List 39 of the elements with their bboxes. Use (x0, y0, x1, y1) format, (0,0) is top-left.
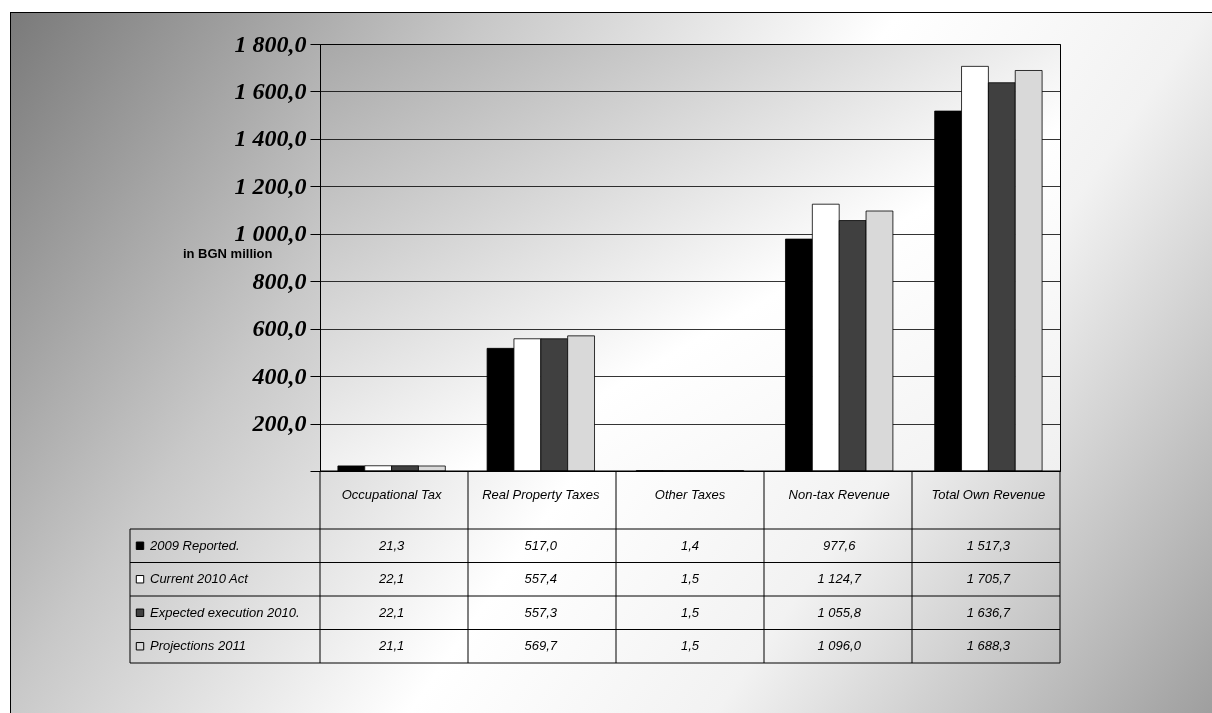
data-label: 21,1 (377, 638, 405, 654)
data-label: 1,4 (680, 537, 700, 553)
data-label: 1 124,7 (817, 571, 862, 587)
data-label: 977,6 (822, 537, 857, 553)
y-tick-label: 800,0 (252, 267, 307, 294)
data-label: 1,5 (680, 571, 700, 587)
data-label: 1 705,7 (966, 571, 1011, 587)
y-tick-label: 600,0 (252, 315, 307, 342)
x-tick-label: Other Taxes (654, 486, 726, 502)
y-tick-label: 400,0 (251, 362, 307, 389)
data-label: 557,4 (524, 571, 558, 587)
y-tick-label: 1 600,0 (234, 77, 307, 104)
x-tick-label: Occupational Tax (341, 486, 443, 502)
data-label: 22,1 (377, 604, 405, 620)
data-label: 1,5 (680, 604, 700, 620)
data-label: 1 517,3 (966, 537, 1011, 553)
y-tick-label: 1 800,0 (234, 30, 307, 57)
x-tick-label: Real Property Taxes (482, 486, 600, 502)
y-tick-label: 1 400,0 (234, 125, 307, 152)
y-tick-label: 1 200,0 (234, 172, 307, 199)
legend-label: Expected execution 2010. (150, 604, 300, 620)
data-label: 1 096,0 (817, 638, 862, 654)
data-label: 22,1 (377, 571, 405, 587)
y-tick-label: 200,0 (251, 410, 307, 437)
legend-label: Current 2010 Act (150, 571, 250, 587)
data-label: 1 636,7 (966, 604, 1011, 620)
x-tick-label: Total Own Revenue (931, 486, 1046, 502)
data-label: 1,5 (680, 638, 700, 654)
data-label: 1 688,3 (966, 638, 1011, 654)
data-label: 21,3 (377, 537, 406, 553)
y-tick-label: 1 000,0 (234, 220, 307, 247)
data-label: 517,0 (524, 537, 558, 553)
data-label: 557,3 (524, 604, 558, 620)
data-label: 1 055,8 (817, 604, 862, 620)
legend-label: Projections 2011 (150, 638, 246, 654)
y-axis-title: in BGN million (182, 245, 273, 261)
x-tick-label: Non-tax Revenue (788, 486, 890, 502)
legend-label: 2009 Reported. (149, 537, 240, 553)
data-label: 569,7 (524, 638, 558, 654)
